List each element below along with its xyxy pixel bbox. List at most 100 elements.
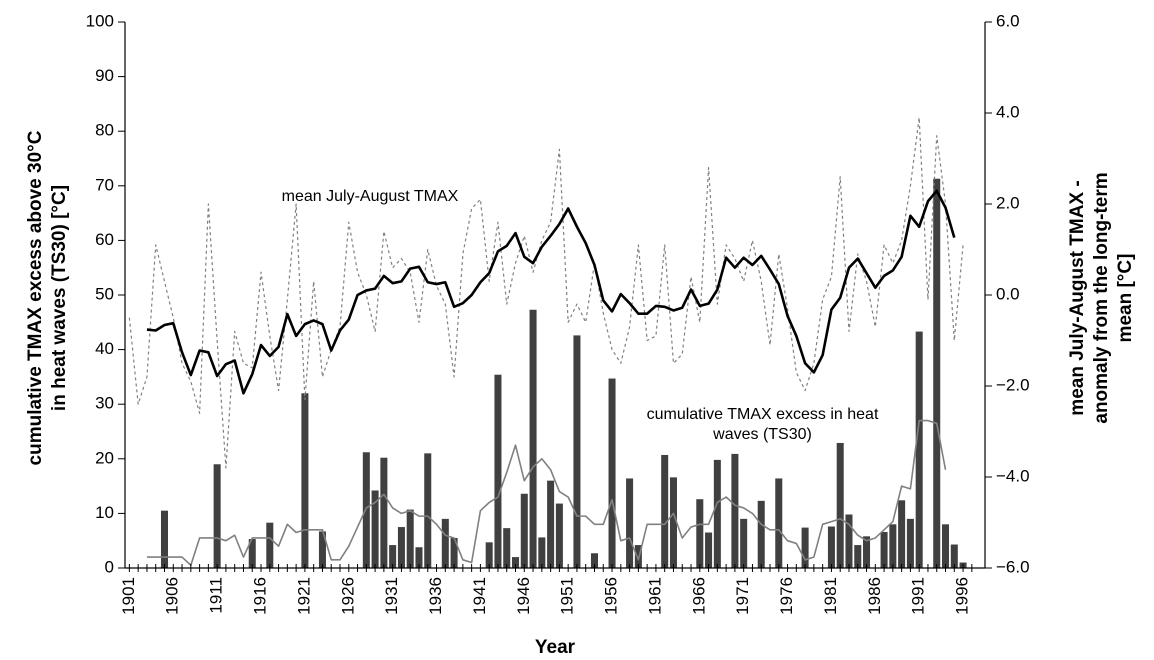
bar xyxy=(845,514,853,568)
y-tick-label: 30 xyxy=(95,394,114,413)
bar xyxy=(301,393,309,568)
bar xyxy=(915,331,923,568)
bar xyxy=(520,493,528,568)
bar xyxy=(441,518,449,568)
x-tick-label: 1931 xyxy=(382,577,401,615)
y-tick-label: 70 xyxy=(95,175,114,194)
x-tick-label: 1966 xyxy=(689,577,708,615)
y-tick-label: 20 xyxy=(95,448,114,467)
y2-axis-title: mean July-August TMAX - anomaly from the… xyxy=(1067,172,1136,424)
x-tick-label: 1996 xyxy=(953,577,972,615)
x-tick-label: 1971 xyxy=(733,577,752,615)
y-tick-label: 80 xyxy=(95,121,114,140)
x-tick-label: 1936 xyxy=(426,577,445,615)
bar xyxy=(485,542,493,568)
y2-tick-label: −2.0 xyxy=(996,375,1030,394)
y-tick-label: 0 xyxy=(105,557,114,576)
x-tick-label: 1911 xyxy=(207,577,226,614)
bar xyxy=(547,480,555,568)
annotation: mean July-August TMAX xyxy=(282,188,459,205)
x-tick-label: 1906 xyxy=(163,577,182,615)
bar xyxy=(380,457,388,568)
bar xyxy=(933,178,941,568)
bar xyxy=(573,335,581,568)
x-tick-label: 1961 xyxy=(645,577,664,615)
bar xyxy=(318,531,326,568)
y-tick-label: 40 xyxy=(95,339,114,358)
bar xyxy=(371,490,379,568)
bar xyxy=(555,503,563,568)
bar xyxy=(889,524,897,568)
x-tick-label: 1956 xyxy=(602,577,621,615)
bar xyxy=(266,522,274,568)
x-axis-title: Year xyxy=(535,637,576,658)
x-tick-label: 1951 xyxy=(558,577,577,615)
bar xyxy=(415,547,423,568)
bar xyxy=(608,378,616,568)
y-tick-label: 90 xyxy=(95,66,114,85)
bar xyxy=(836,442,844,568)
bar xyxy=(626,478,634,568)
bar xyxy=(494,374,502,568)
bar xyxy=(801,527,809,568)
bar xyxy=(512,557,520,568)
bar xyxy=(213,464,221,568)
bar xyxy=(503,528,511,568)
y-tick-label: 60 xyxy=(95,230,114,249)
x-tick-label: 1921 xyxy=(294,577,313,615)
y-tick-label: 100 xyxy=(86,11,114,30)
y2-tick-label: −4.0 xyxy=(996,466,1030,485)
bar xyxy=(731,453,739,568)
x-tick-label: 1901 xyxy=(119,577,138,615)
annotation: cumulative TMAX excess in heat waves (TS… xyxy=(646,406,879,443)
bar xyxy=(854,545,862,568)
bar xyxy=(898,500,906,568)
y-tick-label: 50 xyxy=(95,284,114,303)
bar xyxy=(397,527,405,568)
bar xyxy=(248,539,256,568)
bar xyxy=(950,544,958,568)
y2-tick-label: 2.0 xyxy=(996,193,1020,212)
bar xyxy=(880,531,888,568)
bar xyxy=(450,537,458,568)
bar xyxy=(389,545,397,568)
bar xyxy=(713,459,721,568)
y-tick-label: 10 xyxy=(95,503,114,522)
bar xyxy=(590,553,598,568)
x-tick-label: 1941 xyxy=(470,577,489,615)
y2-tick-label: 0.0 xyxy=(996,284,1020,303)
bar xyxy=(529,309,537,568)
bar xyxy=(424,453,432,568)
bar xyxy=(906,518,914,568)
y-axis-title: cumulative TMAX excess above 30°C in hea… xyxy=(25,130,70,466)
y2-tick-label: 6.0 xyxy=(996,11,1020,30)
line xyxy=(128,116,964,469)
x-tick-label: 1986 xyxy=(865,577,884,615)
x-tick-label: 1976 xyxy=(777,577,796,615)
bar xyxy=(669,477,677,568)
bar xyxy=(775,478,783,568)
bar xyxy=(705,532,713,568)
line xyxy=(146,189,956,395)
x-tick-label: 1946 xyxy=(514,577,533,615)
x-tick-label: 1991 xyxy=(909,577,928,615)
bar xyxy=(696,499,704,568)
line xyxy=(146,419,947,567)
bar xyxy=(406,509,414,568)
x-tick-label: 1916 xyxy=(251,577,270,615)
bar xyxy=(757,500,765,568)
bar xyxy=(538,537,546,568)
x-tick-label: 1926 xyxy=(338,577,357,615)
bar xyxy=(160,510,168,568)
bar xyxy=(863,536,871,568)
bar xyxy=(942,524,950,568)
bar xyxy=(740,518,748,568)
bar xyxy=(362,452,370,568)
bar xyxy=(661,454,669,568)
x-tick-label: 1981 xyxy=(821,577,840,615)
y2-tick-label: −6.0 xyxy=(996,557,1030,576)
bar xyxy=(827,526,835,568)
y2-tick-label: 4.0 xyxy=(996,102,1020,121)
